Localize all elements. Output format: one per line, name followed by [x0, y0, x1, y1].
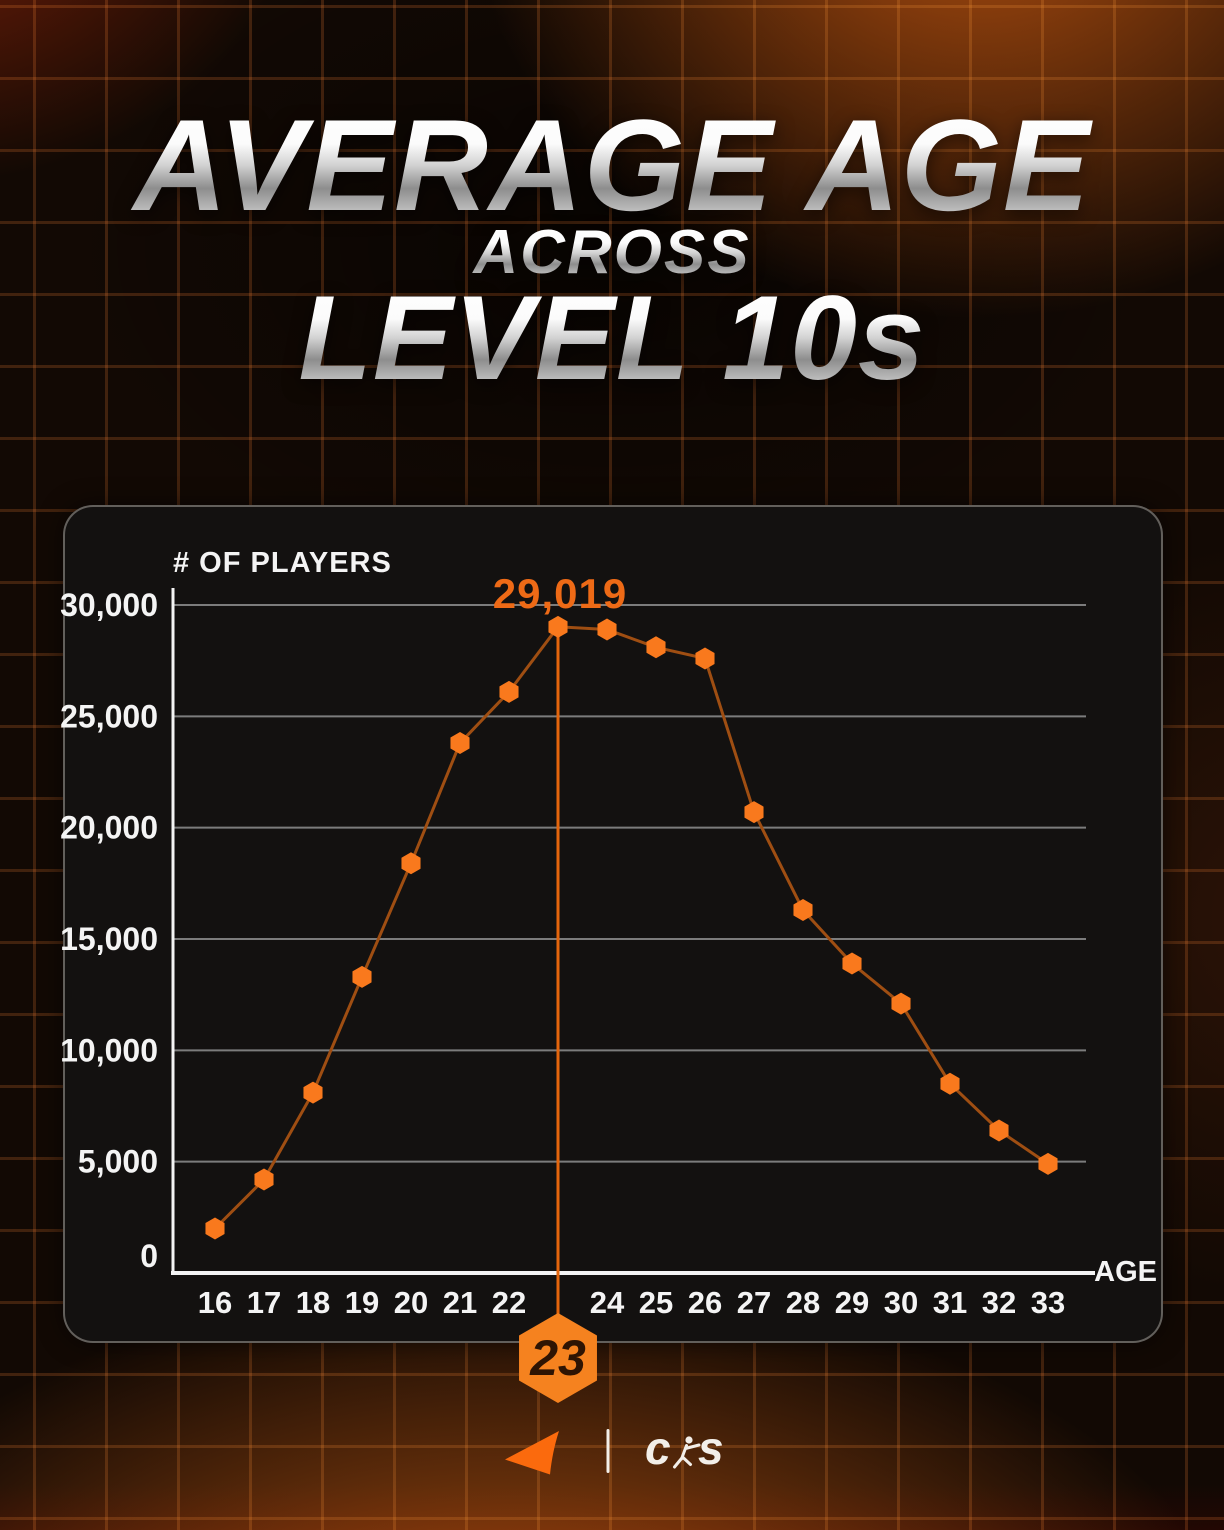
- y-tick-label: 10,000: [60, 1032, 158, 1068]
- data-point: [695, 647, 715, 670]
- data-point: [597, 618, 617, 641]
- title-line-1-text: AVERAGE AGE: [121, 100, 1102, 230]
- data-point: [744, 801, 764, 824]
- data-point: [450, 732, 470, 755]
- cs2-logo-c: c: [645, 1422, 671, 1474]
- y-tick-label: 5,000: [78, 1144, 158, 1180]
- data-point: [940, 1072, 960, 1095]
- x-tick-label: 32: [982, 1285, 1016, 1320]
- x-tick-label: 28: [786, 1285, 820, 1320]
- x-tick-label: 31: [933, 1285, 967, 1320]
- data-point: [303, 1081, 323, 1104]
- data-point: [891, 992, 911, 1015]
- title-line-2-text: ACROSS: [461, 222, 762, 284]
- x-tick-label: 26: [688, 1285, 722, 1320]
- chart-panel: [63, 505, 1163, 1343]
- cs2-logo: c s: [645, 1422, 724, 1474]
- logo-divider: [606, 1429, 610, 1473]
- data-point: [989, 1119, 1009, 1142]
- x-tick-label: 30: [884, 1285, 918, 1320]
- data-point: [205, 1217, 225, 1240]
- cs2-character-icon: [673, 1436, 701, 1469]
- data-point: [646, 636, 666, 659]
- faceit-logo-icon: [505, 1431, 559, 1475]
- x-tick-label: 22: [492, 1285, 526, 1320]
- peak-value-label: 29,019: [493, 570, 627, 617]
- x-tick-label: 20: [394, 1285, 428, 1320]
- data-point: [793, 899, 813, 922]
- x-tick-label: 17: [247, 1285, 281, 1320]
- data-point: [352, 965, 372, 988]
- data-point: [254, 1168, 274, 1191]
- y-tick-label: 0: [140, 1238, 158, 1274]
- title-line-1: AVERAGE AGE: [0, 100, 1224, 230]
- cs2-logo-s: s: [698, 1422, 724, 1474]
- data-point: [842, 952, 862, 975]
- title-line-3-text: LEVEL 10s: [286, 278, 937, 398]
- data-point: [548, 615, 568, 638]
- title-line-2: ACROSS: [0, 222, 1224, 284]
- x-tick-label: 18: [296, 1285, 330, 1320]
- y-tick-label: 30,000: [60, 587, 158, 623]
- age-axis-title: AGE: [1094, 1256, 1157, 1288]
- x-tick-label: 16: [198, 1285, 232, 1320]
- data-point: [1038, 1152, 1058, 1175]
- players-axis-title: # OF PLAYERS: [173, 547, 392, 579]
- data-point: [401, 852, 421, 875]
- data-line: [213, 625, 1049, 1230]
- x-tick-label: 19: [345, 1285, 379, 1320]
- x-tick-label: 29: [835, 1285, 869, 1320]
- x-tick-label: 33: [1031, 1285, 1065, 1320]
- data-point: [499, 680, 519, 703]
- age-badge: [519, 1313, 597, 1403]
- title-line-3: LEVEL 10s: [0, 278, 1224, 398]
- y-tick-label: 25,000: [60, 698, 158, 734]
- y-tick-label: 15,000: [60, 921, 158, 957]
- x-tick-label: 27: [737, 1285, 771, 1320]
- x-tick-label: 21: [443, 1285, 477, 1320]
- x-tick-label: 24: [590, 1285, 625, 1320]
- age-badge-label: 23: [529, 1330, 586, 1386]
- x-tick-label: 25: [639, 1285, 673, 1320]
- y-tick-label: 20,000: [60, 810, 158, 846]
